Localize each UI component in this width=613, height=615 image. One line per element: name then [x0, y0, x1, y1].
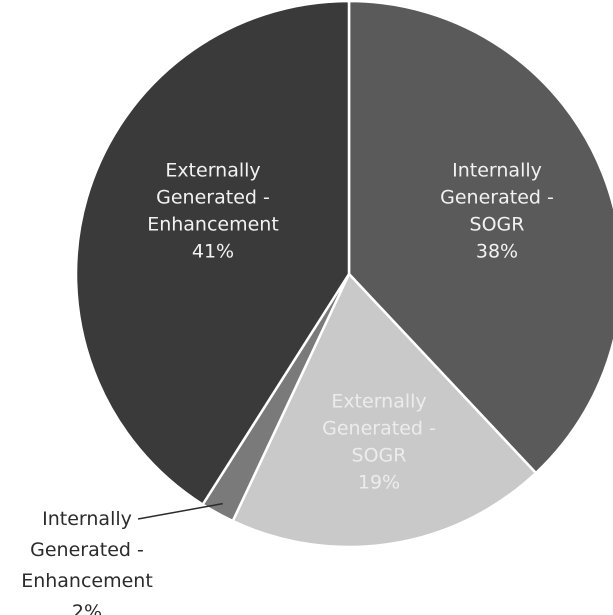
slice-1-label-line: SOGR — [352, 445, 407, 467]
slice-2-percent: 2% — [72, 601, 102, 615]
slices-layer — [74, 0, 613, 549]
pie-slice-1 — [231, 272, 538, 549]
slice-0-label-line: Generated - — [440, 187, 554, 209]
slice-1-percent: 19% — [358, 472, 400, 494]
slice-2-label-line: Internally — [42, 508, 132, 530]
pie-slice-0 — [347, 0, 613, 475]
slice-3-percent: 41% — [192, 241, 234, 263]
slice-0-percent: 38% — [476, 241, 518, 263]
slice-3-label-line: Generated - — [156, 187, 270, 209]
slice-3-label-line: Externally — [165, 160, 260, 182]
slice-1-label-line: Externally — [331, 391, 426, 413]
slice-1-label-line: Generated - — [322, 418, 436, 440]
slice-0-label-line: SOGR — [470, 214, 525, 236]
slice-2-label-line: Enhancement — [21, 570, 153, 592]
slice-3-label-line: Enhancement — [147, 214, 279, 236]
leader-line-2 — [137, 502, 223, 520]
slice-0-label-line: Internally — [452, 160, 542, 182]
slice-2-label-line: Generated - — [30, 539, 144, 561]
labels-layer: Internally Generated - SOGR 38% Externally Ge… — [21, 160, 554, 615]
pie-slice-3 — [74, 0, 351, 506]
